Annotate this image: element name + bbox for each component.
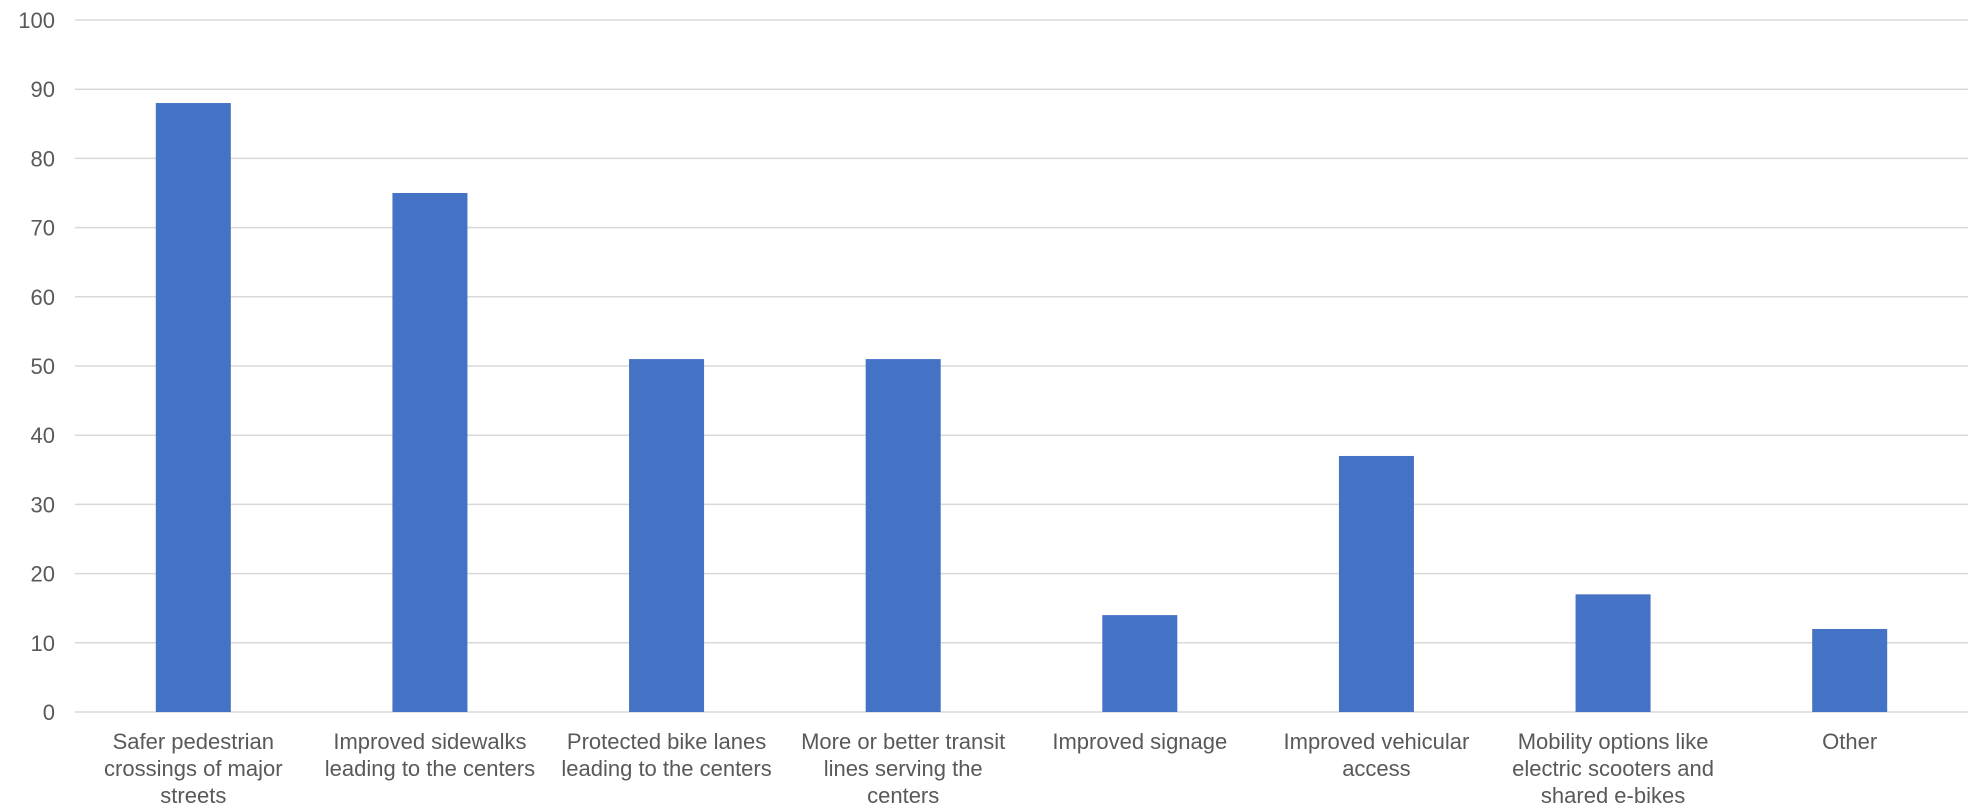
x-tick-label-line: shared e-bikes: [1541, 783, 1685, 808]
x-tick-label-line: lines serving the: [824, 756, 983, 781]
x-tick-label-line: Mobility options like: [1518, 729, 1709, 754]
x-tick-label-line: Safer pedestrian: [113, 729, 274, 754]
bars: [155, 103, 1888, 713]
x-tick-label: More or better transit lines serving the c…: [801, 729, 1005, 808]
x-tick-label-line: crossings of major: [104, 756, 283, 781]
y-tick-label: 50: [31, 354, 55, 379]
y-tick-label: 60: [31, 285, 55, 310]
x-tick-label-line: Other: [1822, 729, 1877, 754]
x-tick-label-line: electric scooters and: [1512, 756, 1714, 781]
y-tick-label: 0: [43, 700, 55, 725]
bar: [1338, 455, 1414, 712]
bar: [1812, 628, 1888, 712]
x-tick-label-line: Improved sidewalks: [333, 729, 526, 754]
gridlines: [75, 19, 1968, 713]
y-tick-label: 20: [31, 562, 55, 587]
y-tick-label: 10: [31, 631, 55, 656]
x-tick-label: Improved signage: [1052, 729, 1227, 754]
bar: [1102, 615, 1178, 712]
y-axis: 0 10 20 30 40 50 60 70 80 90 100: [18, 8, 55, 725]
x-tick-label: Other: [1822, 729, 1877, 754]
x-tick-label-line: Improved vehicular: [1284, 729, 1470, 754]
bar: [865, 359, 941, 712]
x-tick-label-line: More or better transit: [801, 729, 1005, 754]
x-tick-label-line: leading to the centers: [325, 756, 535, 781]
x-tick-label-line: centers: [867, 783, 939, 808]
x-tick-label: Protected bike lanes leading to the cente…: [561, 729, 771, 781]
x-tick-label: Mobility options like electric scooters a…: [1512, 729, 1714, 808]
x-tick-label-line: access: [1342, 756, 1410, 781]
bar: [392, 193, 468, 712]
y-tick-label: 100: [18, 8, 55, 33]
x-axis: Safer pedestrian crossings of major street…: [104, 729, 1877, 808]
x-tick-label: Improved vehicular access: [1284, 729, 1470, 781]
x-tick-label: Improved sidewalks leading to the centers: [325, 729, 535, 781]
x-tick-label-line: leading to the centers: [561, 756, 771, 781]
y-tick-label: 30: [31, 492, 55, 517]
y-tick-label: 80: [31, 146, 55, 171]
y-tick-label: 90: [31, 77, 55, 102]
y-tick-label: 70: [31, 216, 55, 241]
bar: [1575, 594, 1651, 712]
x-tick-label-line: Improved signage: [1052, 729, 1227, 754]
bar: [155, 103, 231, 713]
x-tick-label: Safer pedestrian crossings of major street…: [104, 729, 283, 808]
x-tick-label-line: streets: [160, 783, 226, 808]
bar: [629, 359, 705, 712]
x-tick-label-line: Protected bike lanes: [567, 729, 766, 754]
y-tick-label: 40: [31, 423, 55, 448]
